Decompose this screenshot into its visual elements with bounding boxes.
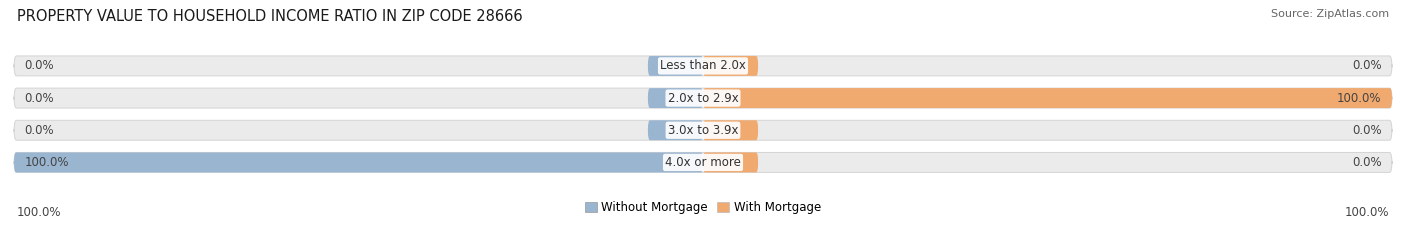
Text: 3.0x to 3.9x: 3.0x to 3.9x [668, 124, 738, 137]
FancyBboxPatch shape [703, 152, 758, 172]
Text: 0.0%: 0.0% [24, 92, 53, 105]
Text: Source: ZipAtlas.com: Source: ZipAtlas.com [1271, 9, 1389, 19]
FancyBboxPatch shape [703, 120, 758, 140]
Text: 4.0x or more: 4.0x or more [665, 156, 741, 169]
Text: 0.0%: 0.0% [1353, 124, 1382, 137]
FancyBboxPatch shape [14, 120, 1392, 140]
Text: 100.0%: 100.0% [1344, 206, 1389, 219]
FancyBboxPatch shape [648, 120, 703, 140]
Legend: Without Mortgage, With Mortgage: Without Mortgage, With Mortgage [581, 197, 825, 219]
Text: 100.0%: 100.0% [17, 206, 62, 219]
FancyBboxPatch shape [14, 88, 1392, 108]
Text: 0.0%: 0.0% [1353, 59, 1382, 72]
Text: 0.0%: 0.0% [24, 59, 53, 72]
FancyBboxPatch shape [703, 56, 758, 76]
Text: 0.0%: 0.0% [24, 124, 53, 137]
Text: Less than 2.0x: Less than 2.0x [659, 59, 747, 72]
FancyBboxPatch shape [14, 152, 703, 172]
Text: 0.0%: 0.0% [1353, 156, 1382, 169]
FancyBboxPatch shape [648, 56, 703, 76]
FancyBboxPatch shape [703, 88, 1392, 108]
Text: PROPERTY VALUE TO HOUSEHOLD INCOME RATIO IN ZIP CODE 28666: PROPERTY VALUE TO HOUSEHOLD INCOME RATIO… [17, 9, 523, 24]
FancyBboxPatch shape [14, 152, 1392, 172]
FancyBboxPatch shape [648, 88, 703, 108]
FancyBboxPatch shape [14, 56, 1392, 76]
Text: 100.0%: 100.0% [24, 156, 69, 169]
Text: 2.0x to 2.9x: 2.0x to 2.9x [668, 92, 738, 105]
Text: 100.0%: 100.0% [1337, 92, 1382, 105]
